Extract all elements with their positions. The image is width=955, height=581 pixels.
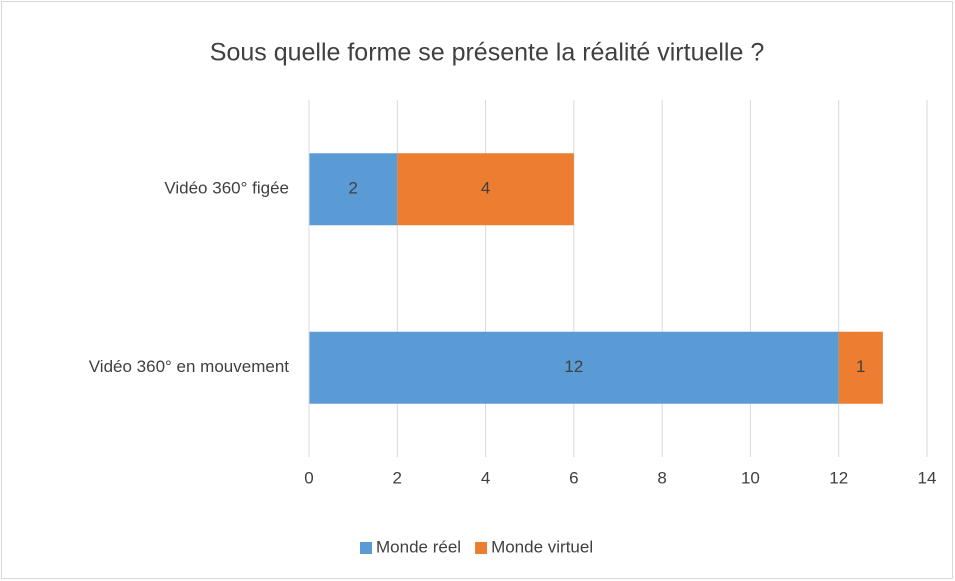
bar bbox=[397, 153, 574, 226]
x-tick-label: 2 bbox=[393, 468, 402, 487]
x-tick-label: 8 bbox=[657, 468, 666, 487]
data-label: 4 bbox=[481, 179, 490, 198]
x-tick-label: 10 bbox=[741, 468, 760, 487]
x-tick-label: 6 bbox=[569, 468, 578, 487]
x-tick-label: 4 bbox=[481, 468, 490, 487]
data-label: 2 bbox=[348, 179, 357, 198]
x-tick-label: 12 bbox=[829, 468, 848, 487]
x-tick-label: 0 bbox=[304, 468, 313, 487]
bar bbox=[309, 153, 398, 226]
bar bbox=[309, 331, 839, 404]
legend-label: Monde réel bbox=[376, 537, 461, 556]
y-tick-label: Vidéo 360° figée bbox=[164, 179, 289, 198]
legend-label: Monde virtuel bbox=[491, 537, 593, 556]
legend-swatch bbox=[475, 542, 488, 554]
chart-title: Sous quelle forme se présente la réalité… bbox=[210, 39, 764, 67]
data-label: 1 bbox=[856, 357, 865, 376]
legend-swatch bbox=[360, 542, 372, 554]
data-label: 12 bbox=[564, 357, 583, 376]
y-tick-label: Vidéo 360° en mouvement bbox=[89, 357, 290, 376]
bar bbox=[838, 331, 883, 404]
x-tick-label: 14 bbox=[918, 468, 937, 487]
